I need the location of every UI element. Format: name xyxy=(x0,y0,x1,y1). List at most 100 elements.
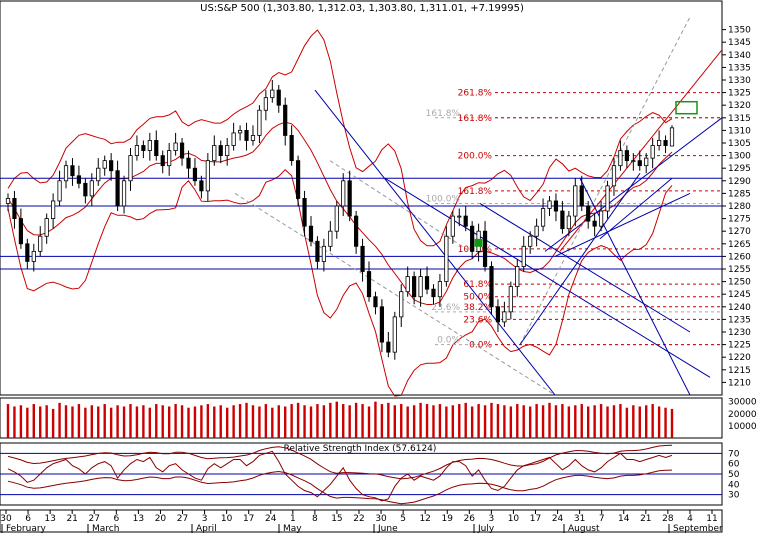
volume-bar xyxy=(103,404,106,438)
price-panel: 1350 1345 1340 1335 1330 1325 1320 1315 1310 1305… xyxy=(0,0,751,397)
month-label: February xyxy=(6,524,47,533)
x-tick-label: 28 xyxy=(662,514,674,524)
candle-body xyxy=(289,135,294,162)
volume-bar xyxy=(541,405,545,438)
volume-tick-label: 20000 xyxy=(728,410,757,420)
fib-level-label: 38.2% xyxy=(463,303,492,313)
faded-fib-label: 161.8% xyxy=(426,109,461,119)
x-tick-label: 7 xyxy=(599,514,605,524)
candle-body xyxy=(250,135,256,141)
volume-bar xyxy=(187,407,190,438)
volume-bar xyxy=(445,406,448,438)
volume-bar xyxy=(419,402,422,438)
y-tick-label: 1295 xyxy=(728,164,751,174)
x-tick-label: 22 xyxy=(353,514,364,524)
candle-body xyxy=(579,185,584,207)
volume-bar xyxy=(561,404,564,438)
candle-body xyxy=(495,306,501,323)
candle-body xyxy=(669,127,675,147)
volume-bar xyxy=(322,405,326,438)
y-tick-label: 1225 xyxy=(728,341,751,351)
volume-bar xyxy=(574,405,577,438)
candle-body xyxy=(109,160,114,172)
candle-body xyxy=(521,245,526,267)
volume-bar xyxy=(490,402,493,438)
candle-body xyxy=(650,145,655,159)
candle-body xyxy=(444,235,449,283)
volume-bar xyxy=(412,405,416,438)
volume-bar xyxy=(71,406,74,438)
y-tick-label: 1240 xyxy=(728,303,751,313)
candle-body xyxy=(418,276,423,298)
candle-body xyxy=(167,150,172,167)
x-tick-label: 19 xyxy=(442,514,454,524)
volume-bar xyxy=(251,405,255,438)
x-tick-label: 20 xyxy=(155,514,167,524)
bollinger-upper-line xyxy=(7,29,673,247)
volume-bar xyxy=(180,405,184,438)
month-label: August xyxy=(568,524,600,533)
candle-body xyxy=(399,291,404,318)
trend-line xyxy=(544,117,723,252)
volume-bar xyxy=(612,405,616,438)
volume-bar xyxy=(167,406,171,438)
volume-bar xyxy=(45,405,48,438)
x-tick-label: 10 xyxy=(508,514,520,524)
volume-bar xyxy=(90,405,94,438)
green-target-box xyxy=(675,100,698,115)
candle-body xyxy=(644,157,649,167)
volume-bar xyxy=(496,404,500,438)
candle-body xyxy=(502,311,507,323)
volume-bar xyxy=(296,402,300,438)
y-tick-label: 1305 xyxy=(728,139,751,149)
candle-body xyxy=(5,198,11,204)
candle-body xyxy=(302,198,307,227)
volume-bar xyxy=(329,402,332,438)
y-tick-label: 1350 xyxy=(728,26,751,36)
candle-body xyxy=(44,218,49,237)
candle-body xyxy=(192,167,198,182)
fib-level-label: 0.0% xyxy=(469,341,492,351)
rsi-lower-band xyxy=(7,469,673,505)
volume-bar xyxy=(625,407,629,438)
rsi-tick-label: 70 xyxy=(728,449,740,459)
candle-body xyxy=(470,225,475,252)
x-tick-label: 26 xyxy=(464,514,476,524)
volume-bar xyxy=(606,406,609,438)
x-tick-label: 6 xyxy=(113,514,119,524)
candle-body xyxy=(386,341,391,353)
candle-body xyxy=(25,243,30,262)
volume-panel: 30000 20000 10000 xyxy=(0,397,757,439)
volume-bar xyxy=(632,405,635,438)
candle-body xyxy=(508,286,513,313)
volume-bar xyxy=(64,405,68,438)
volume-tick-label: 10000 xyxy=(728,422,757,432)
y-tick-label: 1260 xyxy=(728,252,751,262)
candle-body xyxy=(586,205,591,222)
volume-bar xyxy=(13,406,16,438)
volume-bar xyxy=(109,407,113,438)
volume-bar xyxy=(432,405,435,438)
candle-body xyxy=(154,140,159,156)
candle-body xyxy=(631,160,636,163)
y-tick-label: 1300 xyxy=(728,152,751,162)
candle-body xyxy=(515,266,520,288)
volume-bar xyxy=(122,406,126,438)
volume-bar xyxy=(586,406,590,438)
volume-bar xyxy=(335,401,338,438)
x-tick-label: 21 xyxy=(66,514,77,524)
candle-body xyxy=(540,208,546,227)
volume-bar xyxy=(554,405,558,438)
y-tick-label: 1230 xyxy=(728,328,751,338)
y-tick-label: 1220 xyxy=(728,353,751,363)
trend-line xyxy=(479,203,691,333)
volume-bar xyxy=(393,405,396,438)
x-tick-label: 6 xyxy=(25,514,31,524)
x-tick-label: 17 xyxy=(243,514,254,524)
fib-level-label: 100.0% xyxy=(458,245,493,255)
candle-body xyxy=(347,180,352,217)
candle-body xyxy=(57,180,62,202)
y-tick-label: 1215 xyxy=(728,366,751,376)
volume-bar xyxy=(464,402,467,438)
x-tick-label: 13 xyxy=(133,514,144,524)
